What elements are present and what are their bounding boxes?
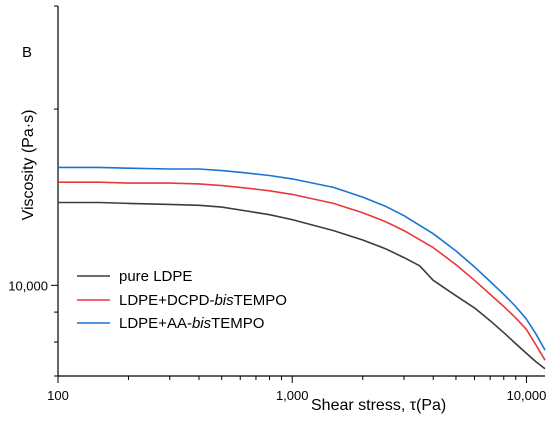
y-tick-label: 10,000 [8,278,48,293]
tick-labels: 100 1,000 10,000 10,000 [8,278,546,403]
x-axis-title: Shear stress, τ(Pa) [311,397,446,414]
axes [51,5,545,383]
series-line [58,181,546,361]
x-tick-label: 1,000 [276,388,309,403]
panel-label: B [22,44,32,61]
legend-label: LDPE+DCPD-bisTEMPO [119,292,287,309]
legend-label: LDPE+AA-bisTEMPO [119,315,264,332]
y-axis-title: Viscosity (Pa·s) [20,110,37,221]
series-line [58,166,546,351]
x-tick-label: 10,000 [507,388,547,403]
legend-label: pure LDPE [119,268,192,285]
legend: pure LDPE LDPE+DCPD-bisTEMPO LDPE+AA-bisTE… [77,268,287,332]
x-tick-label: 100 [47,388,69,403]
series-line [58,201,546,370]
series-layer [58,166,546,370]
